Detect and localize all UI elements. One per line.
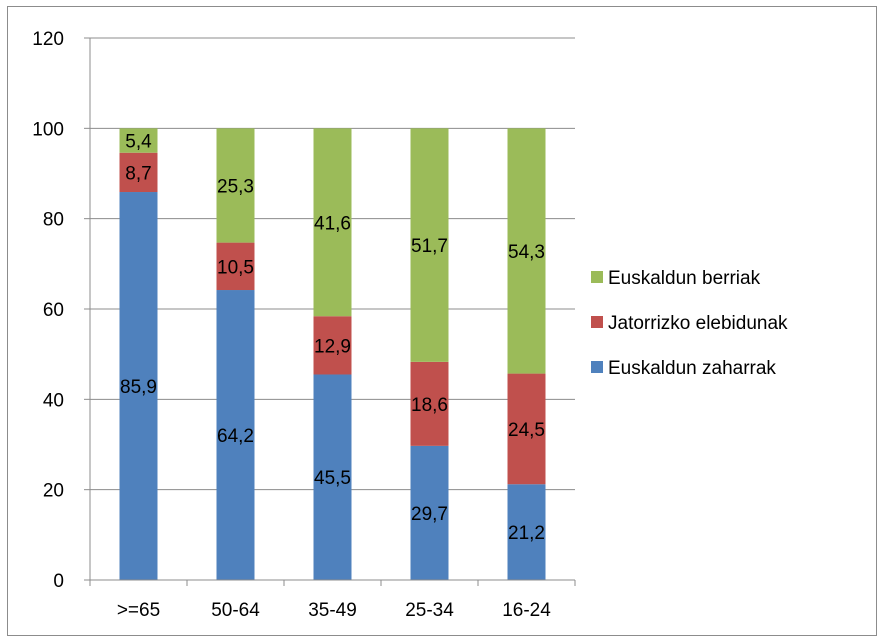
- data-label: 5,4: [125, 132, 152, 153]
- x-tick-label: 16-24: [502, 600, 551, 621]
- legend: Euskaldun berriak Jatorrizko elebidunak Eu…: [591, 268, 788, 379]
- bar-segment: [313, 316, 352, 375]
- bar-segment: [410, 361, 449, 446]
- bar-segment: [313, 374, 352, 580]
- data-label: 45,5: [314, 468, 351, 489]
- data-label: 25,3: [217, 176, 254, 197]
- bar-segment: [216, 128, 255, 243]
- bar-segment: [119, 152, 158, 193]
- y-tick-label: 100: [32, 119, 64, 140]
- bar-segment: [507, 128, 546, 374]
- data-label: 24,5: [508, 420, 545, 441]
- y-tick-label: 120: [32, 29, 64, 50]
- bar-segment: [313, 128, 352, 317]
- data-label: 51,7: [411, 236, 448, 257]
- y-tick-label: 40: [43, 390, 64, 411]
- data-label: 10,5: [217, 257, 254, 278]
- legend-swatch: [591, 316, 603, 328]
- y-axis: 0 20 40 60 80 100 120: [32, 29, 91, 592]
- data-label: 54,3: [508, 242, 545, 263]
- legend-label: Euskaldun zaharrak: [608, 358, 776, 379]
- bar-segment: [119, 192, 158, 581]
- bar-segment: [119, 128, 158, 153]
- y-tick-label: 60: [43, 300, 64, 321]
- data-label: 12,9: [314, 336, 351, 357]
- data-label: 8,7: [125, 163, 151, 184]
- x-axis: >=65 50-64 35-49 25-34 16-24: [89, 579, 576, 621]
- data-label: 29,7: [411, 504, 448, 525]
- x-tick-label: 50-64: [211, 600, 260, 621]
- data-label: 18,6: [411, 395, 448, 416]
- legend-swatch: [591, 361, 603, 373]
- y-tick-label: 80: [43, 210, 64, 231]
- bar-segment: [410, 128, 449, 362]
- data-label: 41,6: [314, 213, 351, 234]
- data-label: 64,2: [217, 426, 254, 447]
- bars: 85,9 8,7 5,4 64,2 10,5 25,3 45,5 12,9 41,6 29,7 18…: [119, 128, 546, 581]
- bar-segment: [507, 373, 546, 485]
- legend-label: Jatorrizko elebidunak: [608, 313, 788, 334]
- x-tick-label: >=65: [117, 600, 160, 621]
- y-tick-label: 0: [53, 571, 64, 592]
- bar-segment: [216, 290, 255, 580]
- data-label: 85,9: [120, 377, 157, 398]
- x-tick-label: 25-34: [405, 600, 454, 621]
- legend-label: Euskaldun berriak: [608, 268, 761, 289]
- x-tick-label: 35-49: [308, 600, 357, 621]
- bar-segment: [216, 242, 255, 291]
- y-tick-label: 20: [43, 481, 64, 502]
- bar-segment: [410, 445, 449, 580]
- data-label: 21,2: [508, 523, 545, 544]
- legend-swatch: [591, 271, 603, 283]
- bar-segment: [507, 484, 546, 580]
